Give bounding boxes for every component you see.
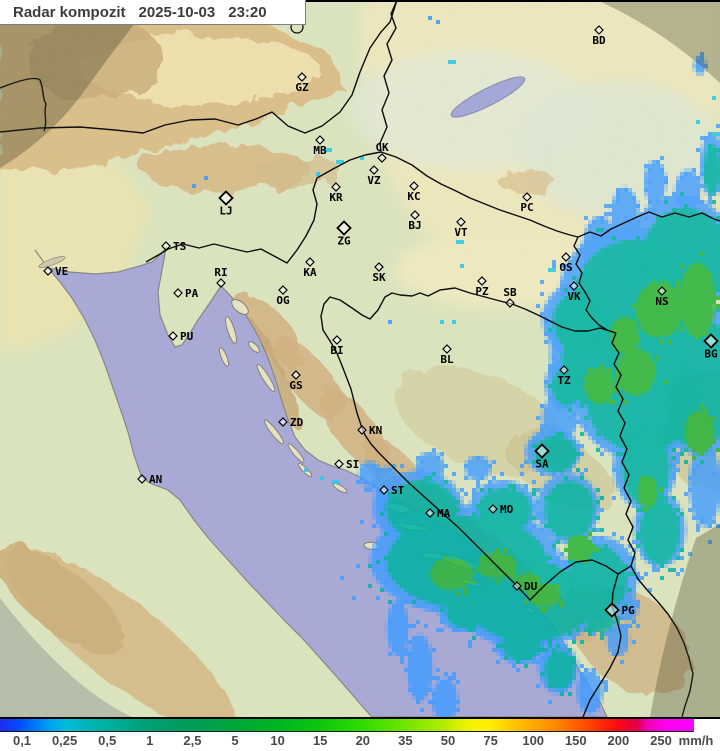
radar-date: 2025-10-03 [138,4,216,21]
legend-tick: 15 [312,733,328,748]
legend-tick: 2,5 [183,733,202,748]
map-frame-line [306,0,720,2]
legend-tick: 100 [522,733,545,748]
legend-tick: 5 [231,733,239,748]
intensity-legend: 0,1 0,25 0,5 1 2,5 5 10 15 20 35 50 75 100 150 200 250 m… [0,717,720,751]
precipitation-layer [0,0,720,720]
legend-tick: 200 [607,733,630,748]
radar-time: 23:20 [228,4,267,21]
legend-tick: 0,25 [51,733,78,748]
legend-tick: 75 [483,733,498,748]
legend-tick: 35 [398,733,413,748]
app-title: Radar kompozit [13,4,126,21]
legend-tick: 250 [650,733,672,748]
legend-unit: mm/h [678,733,714,748]
legend-tick: 1 [146,733,154,748]
title-bar: Radar kompozit 2025-10-03 23:20 [0,0,306,25]
legend-tick: 20 [355,733,371,748]
intensity-gradient-bar [0,719,694,732]
legend-tick: 50 [440,733,456,748]
legend-tick: 0,5 [98,733,117,748]
legend-tick: 150 [564,733,587,748]
legend-tick: 10 [270,733,285,748]
legend-tick: 0,1 [12,733,32,748]
